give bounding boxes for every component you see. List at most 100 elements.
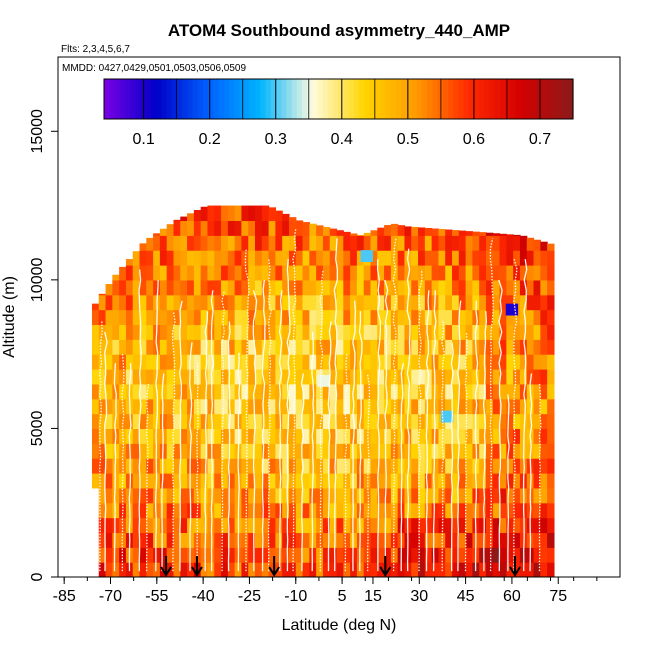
- heatmap-cell: [506, 398, 514, 415]
- heatmap-cell: [139, 279, 147, 296]
- heatmap-cell: [159, 294, 168, 311]
- heatmap-cell: [411, 443, 419, 459]
- heatmap-cell: [241, 339, 249, 355]
- heatmap-cell: [499, 562, 507, 577]
- heatmap-cell: [268, 443, 276, 459]
- heatmap-cell: [499, 265, 507, 281]
- colorbar-cell: [234, 79, 241, 119]
- heatmap-cell: [261, 220, 270, 236]
- heatmap-cell: [173, 502, 181, 519]
- heatmap-cell: [282, 309, 290, 326]
- heatmap-cell: [329, 517, 338, 534]
- heatmap-cell: [452, 547, 460, 563]
- heatmap-cell: [112, 309, 120, 326]
- heatmap-cell: [492, 294, 501, 311]
- heatmap-cell: [397, 324, 406, 340]
- heatmap-cell: [105, 294, 113, 311]
- heatmap-cell: [275, 443, 283, 459]
- heatmap-cell: [438, 443, 446, 459]
- heatmap-cell: [370, 250, 378, 266]
- heatmap-cell: [547, 279, 555, 296]
- heatmap-cell: [363, 265, 372, 281]
- heatmap-cell: [241, 473, 249, 489]
- heatmap-cell: [506, 339, 514, 355]
- heatmap-cell: [485, 339, 494, 355]
- heatmap-cell: [411, 398, 419, 415]
- heatmap-cell: [125, 324, 134, 340]
- heatmap-cell: [329, 235, 338, 251]
- heatmap-cell: [241, 502, 249, 519]
- heatmap-cell: [540, 502, 548, 519]
- heatmap-cell: [336, 265, 344, 281]
- heatmap-cell: [261, 309, 270, 326]
- heatmap-cell: [452, 279, 460, 296]
- heatmap-cell: [214, 547, 222, 563]
- heatmap-cell: [336, 547, 344, 563]
- heatmap-cell: [146, 443, 154, 459]
- heatmap-cell: [261, 428, 270, 444]
- heatmap-cell: [485, 383, 494, 400]
- heatmap-cell: [214, 235, 222, 251]
- heatmap-cell: [329, 443, 338, 459]
- heatmap-cell: [234, 279, 243, 296]
- heatmap-cell: [119, 279, 127, 296]
- heatmap-cell: [98, 502, 107, 519]
- heatmap-cell: [132, 532, 141, 548]
- heatmap-cell: [397, 225, 406, 236]
- heatmap-cell: [452, 354, 460, 370]
- heatmap-cell: [180, 487, 188, 504]
- heatmap-cell: [356, 294, 365, 311]
- heatmap-cell: [472, 265, 480, 281]
- colorbar-cell: [223, 79, 230, 119]
- heatmap-cell: [499, 458, 507, 474]
- heatmap-cell: [200, 398, 209, 415]
- heatmap-cell: [458, 398, 467, 415]
- heatmap-cell: [356, 324, 365, 340]
- heatmap-cell: [479, 398, 487, 415]
- heatmap-cell: [241, 235, 249, 251]
- heatmap-cell: [336, 339, 344, 355]
- profile-trace: [145, 383, 150, 572]
- heatmap-cell: [350, 324, 358, 340]
- heatmap-cell: [173, 547, 181, 563]
- heatmap-cell: [268, 547, 276, 563]
- heatmap-cell: [112, 324, 120, 340]
- heatmap-cell: [363, 443, 372, 459]
- heatmap-cell: [241, 265, 249, 281]
- colorbar-cell: [411, 79, 418, 119]
- heatmap-cell: [438, 369, 446, 385]
- colorbar-cell: [531, 79, 538, 119]
- profile-trace: [358, 311, 363, 572]
- heatmap-cell: [98, 293, 107, 296]
- heatmap-cell: [513, 235, 521, 251]
- heatmap-cell: [288, 279, 297, 296]
- heatmap-cell: [485, 487, 494, 504]
- heatmap-cell: [302, 279, 310, 296]
- heatmap-cell: [187, 354, 195, 370]
- heatmap-cell: [268, 532, 276, 548]
- heatmap-cell: [411, 562, 419, 577]
- heatmap-cell: [207, 473, 215, 489]
- heatmap-cell: [322, 473, 331, 489]
- heatmap-cell: [200, 428, 209, 444]
- heatmap-cell: [255, 294, 263, 311]
- heatmap-cell: [343, 279, 351, 296]
- heatmap-cell: [363, 562, 372, 577]
- heatmap-cell: [255, 562, 263, 577]
- heatmap-cell: [275, 220, 283, 236]
- heatmap-cell: [282, 532, 290, 548]
- heatmap-cell: [173, 324, 181, 340]
- heatmap-cell: [418, 562, 426, 577]
- heatmap-cell: [98, 309, 107, 326]
- heatmap-cell: [302, 383, 310, 400]
- heatmap-cell: [418, 532, 426, 548]
- heatmap-cell: [458, 250, 467, 266]
- heatmap-cell: [221, 324, 229, 340]
- heatmap-cell: [255, 250, 263, 266]
- heatmap-cell: [533, 354, 541, 370]
- colorbar-cell: [374, 79, 381, 119]
- heatmap-cell: [187, 213, 195, 222]
- heatmap-cell: [98, 369, 107, 385]
- heatmap-cell: [268, 265, 276, 281]
- heatmap-cell: [472, 428, 480, 444]
